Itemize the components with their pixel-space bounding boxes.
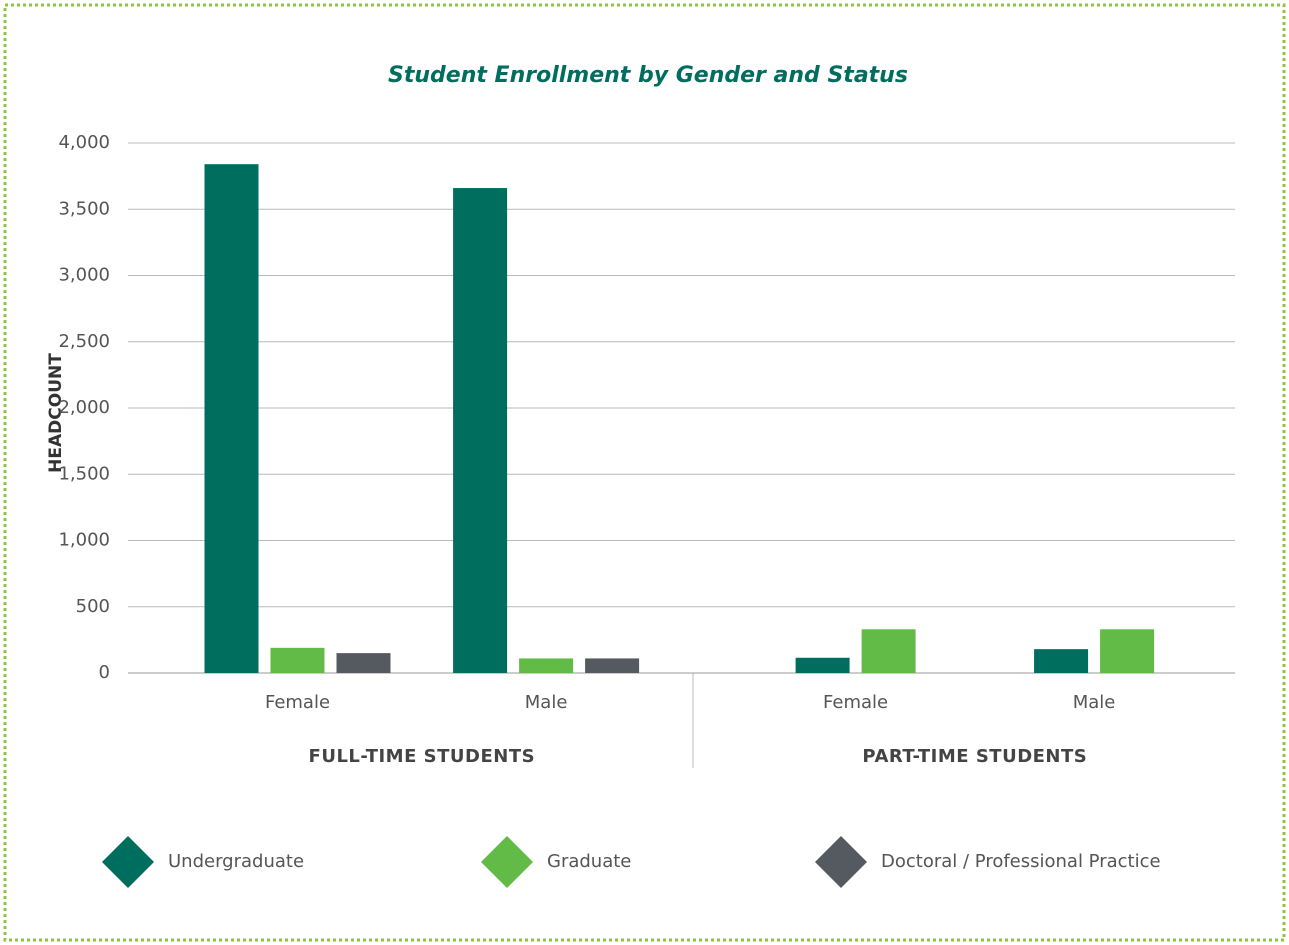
legend-swatch: [481, 836, 533, 888]
bar: [1100, 629, 1155, 673]
bar: [585, 658, 640, 673]
bar: [519, 658, 574, 673]
border: [3, 3, 1286, 942]
x-tick-label: Female: [265, 692, 330, 713]
y-tick-label: 3,500: [58, 198, 110, 219]
group-label: FULL-TIME STUDENTS: [309, 746, 536, 767]
bar: [204, 164, 259, 673]
bar: [861, 629, 916, 673]
legend-swatch: [815, 836, 867, 888]
bar: [336, 653, 391, 673]
bar: [795, 657, 850, 673]
legend-label: Doctoral / Professional Practice: [881, 851, 1161, 872]
y-tick-label: 1,500: [58, 463, 110, 484]
y-tick-label: 2,500: [58, 331, 110, 352]
x-tick-label: Female: [823, 692, 888, 713]
x-tick-label: Male: [1073, 692, 1116, 713]
legend-label: Graduate: [547, 851, 631, 872]
bar: [453, 188, 508, 674]
bar: [270, 647, 325, 673]
y-tick-label: 0: [99, 662, 110, 683]
legend-swatch: [102, 836, 154, 888]
bar: [1034, 649, 1089, 673]
y-axis-label: HEADCOUNT: [46, 353, 66, 473]
chart-title: Student Enrollment by Gender and Status: [388, 63, 908, 88]
y-tick-label: 4,000: [58, 132, 110, 153]
y-tick-label: 3,000: [58, 265, 110, 286]
group-label: PART-TIME STUDENTS: [862, 746, 1087, 767]
y-tick-label: 500: [76, 596, 110, 617]
y-tick-label: 2,000: [58, 397, 110, 418]
x-tick-label: Male: [525, 692, 568, 713]
legend-label: Undergraduate: [168, 851, 304, 872]
y-tick-label: 1,000: [58, 530, 110, 551]
